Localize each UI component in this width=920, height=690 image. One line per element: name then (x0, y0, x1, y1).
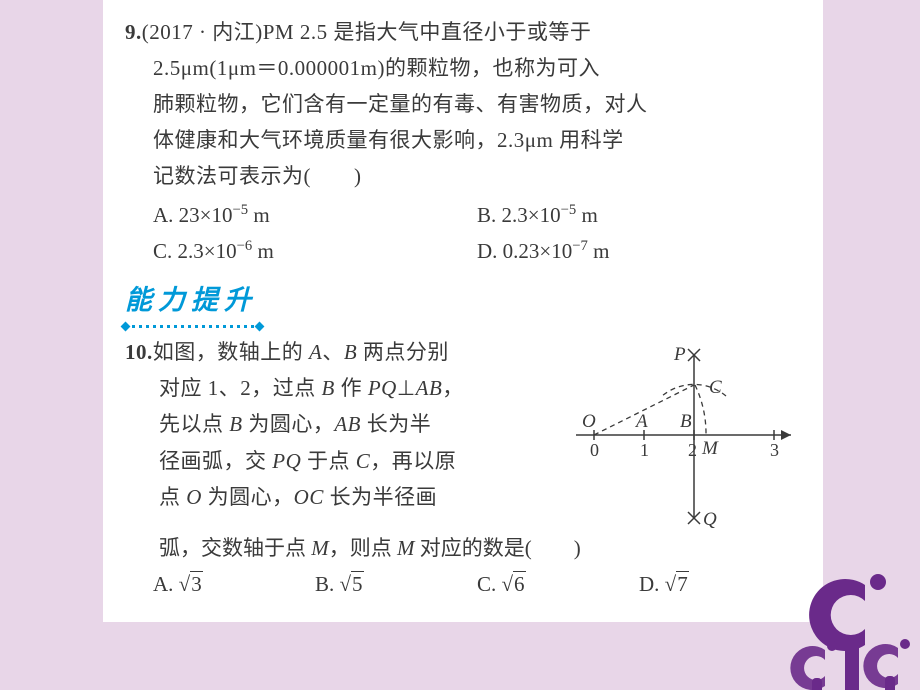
label-b: B (680, 411, 692, 432)
axis-arrow-icon (781, 430, 791, 440)
q9-b-unit: m (576, 203, 598, 227)
q10-l5: 点 O 为圆心，OC 长为半径画 (125, 479, 437, 515)
label-m: M (701, 438, 719, 459)
question-9: 9.(2017 · 内江)PM 2.5 是指大气中直径小于或等于 2.5μm(1… (125, 14, 801, 269)
q10-l2: 对应 1、2，过点 B 作 PQ⊥AB， (125, 370, 464, 406)
q9-c-prefix: C. 2.3×10 (153, 239, 237, 263)
q10-d-val: 7 (676, 571, 689, 596)
q10-a-label: A. (153, 572, 179, 596)
q10-c-val: 6 (513, 571, 526, 596)
tick-label-2: 2 (688, 440, 697, 460)
q10-option-a: A. 3 (153, 566, 315, 602)
tick-label-3: 3 (770, 440, 779, 460)
q10-l1: 如图，数轴上的 A、B 两点分别 (153, 340, 449, 364)
tick-label-1: 1 (640, 440, 649, 460)
q10-a-val: 3 (190, 571, 203, 596)
q9-b-prefix: B. 2.3×10 (477, 203, 561, 227)
label-c: C (709, 377, 722, 398)
label-q: Q (703, 509, 717, 530)
q10-number: 10. (125, 340, 153, 364)
q9-d-exp: −7 (572, 238, 588, 254)
q9-c-unit: m (252, 239, 274, 263)
q9-option-c: C. 2.3×10−6 m (153, 233, 477, 269)
q9-option-b: B. 2.3×10−5 m (477, 197, 801, 233)
tick-label-0: 0 (590, 440, 599, 460)
q10-figure: O A B C P Q M 0 1 2 3 (576, 340, 801, 530)
section-heading-text: 能力提升 (125, 285, 257, 315)
q10-body: 10.如图，数轴上的 A、B 两点分别 对应 1、2，过点 B 作 PQ⊥AB，… (125, 334, 801, 530)
q9-a-unit: m (248, 203, 270, 227)
q10-stem: 10.如图，数轴上的 A、B 两点分别 对应 1、2，过点 B 作 PQ⊥AB，… (125, 334, 560, 530)
q9-l4: 体健康和大气环境质量有很大影响，2.3μm 用科学 (125, 122, 624, 158)
label-o: O (582, 411, 596, 432)
q10-l6: 弧，交数轴于点 M，则点 M 对应的数是( ) (125, 530, 801, 566)
q9-number: 9. (125, 20, 142, 44)
section-underline (125, 325, 260, 328)
q9-stem: 9.(2017 · 内江)PM 2.5 是指大气中直径小于或等于 2.5μm(1… (125, 14, 801, 195)
q9-l3: 肺颗粒物，它们含有一定量的有毒、有害物质，对人 (125, 86, 648, 122)
q9-option-d: D. 0.23×10−7 m (477, 233, 801, 269)
q9-c-exp: −6 (237, 238, 253, 254)
section-heading: 能力提升 (125, 277, 801, 328)
q9-a-exp: −5 (233, 202, 249, 218)
label-a: A (634, 411, 648, 432)
q10-option-d: D. 7 (639, 566, 801, 602)
q10-option-b: B. 5 (315, 566, 477, 602)
q10-l4: 径画弧，交 PQ 于点 C，再以原 (125, 443, 456, 479)
label-p: P (673, 344, 686, 365)
q9-d-prefix: D. 0.23×10 (477, 239, 572, 263)
q10-b-label: B. (315, 572, 340, 596)
q9-option-a: A. 23×10−5 m (153, 197, 477, 233)
q10-option-c: C. 6 (477, 566, 639, 602)
q9-a-prefix: A. 23×10 (153, 203, 233, 227)
page-card: 9.(2017 · 内江)PM 2.5 是指大气中直径小于或等于 2.5μm(1… (103, 0, 823, 622)
q10-l3: 先以点 B 为圆心，AB 长为半 (125, 406, 431, 442)
q9-l5: 记数法可表示为( ) (125, 158, 362, 194)
q9-l2: 2.5μm(1μm＝0.000001m)的颗粒物，也称为可入 (125, 50, 600, 86)
q10-b-val: 5 (351, 571, 364, 596)
arc-big (695, 385, 706, 435)
q10-options: A. 3 B. 5 C. 6 D. 7 (125, 566, 801, 602)
question-10: 10.如图，数轴上的 A、B 两点分别 对应 1、2，过点 B 作 PQ⊥AB，… (125, 334, 801, 602)
q10-d-label: D. (639, 572, 665, 596)
q10-c-label: C. (477, 572, 502, 596)
q9-d-unit: m (588, 239, 610, 263)
q9-b-exp: −5 (561, 202, 577, 218)
q9-source: (2017 · 内江) (142, 20, 263, 44)
q9-l1: PM 2.5 是指大气中直径小于或等于 (263, 20, 592, 44)
q9-options: A. 23×10−5 m B. 2.3×10−5 m C. 2.3×10−6 m… (125, 197, 801, 269)
